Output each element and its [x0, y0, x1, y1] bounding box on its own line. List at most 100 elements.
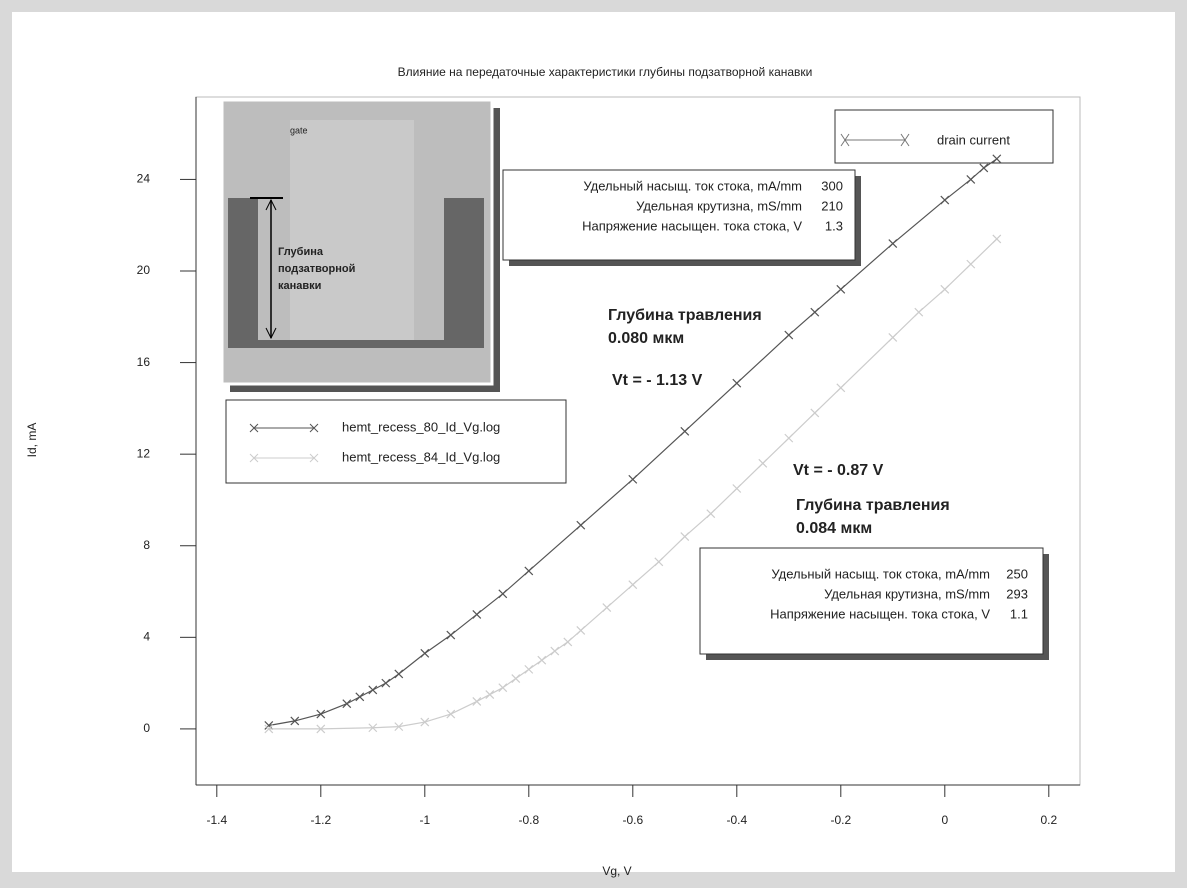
- point-marker: [654, 557, 664, 567]
- annotation: 0.084 мкм: [796, 520, 872, 537]
- x-tick-label: 0: [941, 813, 948, 827]
- inset-gate: [290, 120, 414, 340]
- table-value: 250: [1006, 566, 1028, 581]
- point-marker: [628, 580, 638, 590]
- point-marker: [394, 722, 404, 732]
- point-marker: [680, 532, 690, 542]
- x-tick-label: -0.2: [830, 813, 851, 827]
- inset-substrate: [228, 348, 484, 370]
- y-tick-label: 12: [137, 446, 151, 460]
- point-marker: [784, 330, 794, 340]
- point-marker: [628, 474, 638, 484]
- point-marker: [940, 195, 950, 205]
- x-axis-label: Vg, V: [602, 864, 631, 878]
- table-value: 300: [821, 178, 843, 193]
- inset: gate Глубина подзатворной канавки: [220, 98, 500, 392]
- table-label: Удельная крутизна, mS/mm: [636, 198, 802, 213]
- point-marker: [758, 458, 768, 468]
- point-marker: [810, 307, 820, 317]
- point-marker: [498, 589, 508, 599]
- annotation: Глубина травления: [796, 497, 950, 514]
- point-marker: [537, 655, 547, 665]
- x-tick-label: -1.2: [310, 813, 331, 827]
- point-marker: [264, 721, 274, 730]
- point-marker: [446, 630, 456, 640]
- point-marker: [914, 307, 924, 317]
- annotation: Глубина травления: [608, 307, 762, 324]
- point-marker: [966, 174, 976, 184]
- table-label: Удельная крутизна, mS/mm: [824, 586, 990, 601]
- point-marker: [420, 648, 430, 658]
- point-marker: [810, 408, 820, 418]
- point-marker: [550, 646, 560, 656]
- point-marker: [979, 163, 989, 173]
- point-marker: [576, 626, 586, 635]
- y-tick-label: 20: [137, 263, 151, 277]
- point-marker: [368, 685, 378, 695]
- inset-arrowheads: [265, 198, 277, 340]
- x-tick-label: -0.8: [518, 813, 539, 827]
- y-axis-label: Id, mA: [25, 423, 39, 458]
- x-tick-label: -0.6: [622, 813, 643, 827]
- legend-symbol: [249, 453, 319, 463]
- point-marker: [576, 520, 586, 530]
- point-marker: [966, 259, 976, 269]
- point-marker: [524, 664, 534, 674]
- point-marker: [381, 678, 391, 688]
- point-marker: [498, 683, 508, 693]
- point-marker: [446, 709, 456, 719]
- table-value: 1.1: [1010, 606, 1028, 621]
- point-marker: [316, 709, 326, 719]
- point-marker: [524, 566, 534, 576]
- table-label: Напряжение насыщен. тока стока, V: [770, 606, 990, 621]
- x-tick-label: -1.4: [206, 813, 227, 827]
- table-value: 293: [1006, 586, 1028, 601]
- point-marker: [706, 509, 716, 519]
- point-marker: [316, 724, 326, 734]
- style-legend-label: drain current: [937, 132, 1010, 147]
- inset-gate-label: gate: [290, 125, 308, 135]
- point-marker: [602, 603, 612, 612]
- point-marker: [888, 332, 898, 342]
- point-marker: [563, 637, 573, 647]
- point-marker: [680, 426, 690, 436]
- table-value: 1.3: [825, 218, 843, 233]
- y-tick-label: 4: [143, 629, 150, 643]
- point-marker: [732, 378, 742, 388]
- legend-label: hemt_recess_84_Id_Vg.log: [342, 449, 500, 464]
- point-marker: [472, 610, 482, 619]
- table-label: Напряжение насыщен. тока стока, V: [582, 218, 802, 233]
- x-tick-label: -0.4: [726, 813, 747, 827]
- y-tick-label: 0: [143, 721, 150, 735]
- y-tick-label: 16: [137, 355, 151, 369]
- point-marker: [511, 674, 521, 683]
- point-marker: [940, 284, 950, 294]
- series-line: [268, 238, 998, 730]
- annotation: 0.080 мкм: [608, 330, 684, 347]
- point-marker: [992, 154, 1002, 164]
- y-tick-label: 8: [143, 538, 150, 552]
- table-value: 210: [821, 198, 843, 213]
- point-marker: [264, 724, 274, 734]
- param-table: [502, 169, 856, 261]
- point-marker: [355, 692, 365, 702]
- point-marker: [485, 690, 495, 699]
- point-marker: [836, 284, 846, 294]
- table-label: Удельный насыщ. ток стока, mA/mm: [583, 178, 802, 193]
- point-marker: [784, 433, 794, 443]
- point-marker: [368, 723, 378, 733]
- point-marker: [290, 716, 300, 726]
- chart-title: Влияние на передаточные характеристики г…: [398, 65, 813, 79]
- style-legend-symbol: [840, 133, 910, 147]
- point-marker: [342, 699, 352, 709]
- legend-label: hemt_recess_80_Id_Vg.log: [342, 419, 500, 434]
- inset-label: канавки: [278, 280, 321, 292]
- x-tick-label: -1: [419, 813, 430, 827]
- style-legend: [834, 109, 1054, 164]
- point-marker: [420, 717, 430, 727]
- table-label: Удельный насыщ. ток стока, mA/mm: [771, 566, 990, 581]
- annotation: Vt = - 0.87 V: [793, 462, 884, 479]
- x-tick-label: 0.2: [1040, 813, 1057, 827]
